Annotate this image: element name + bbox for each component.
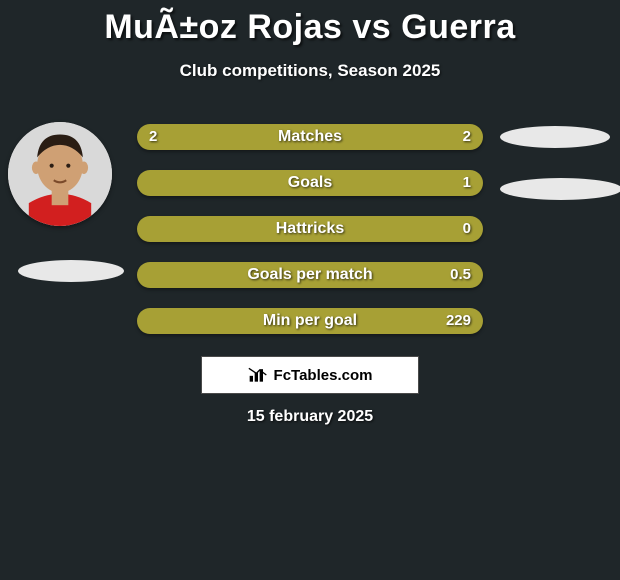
stat-row-matches: 2 Matches 2: [137, 124, 483, 150]
stat-label: Min per goal: [137, 308, 483, 334]
stat-label: Goals: [137, 170, 483, 196]
stat-row-goals-per-match: Goals per match 0.5: [137, 262, 483, 288]
stat-right-value: 1: [463, 170, 471, 196]
stat-label: Goals per match: [137, 262, 483, 288]
bar-chart-icon: [248, 366, 268, 384]
stat-label: Hattricks: [137, 216, 483, 242]
stat-right-value: 229: [446, 308, 471, 334]
avatar-illustration: [8, 122, 112, 226]
player-left-shadow: [18, 260, 124, 282]
player-right-pill-2: [500, 178, 620, 200]
stat-row-hattricks: Hattricks 0: [137, 216, 483, 242]
stat-label: Matches: [137, 124, 483, 150]
player-left-avatar: [8, 122, 112, 226]
player-right-pill-1: [500, 126, 610, 148]
footer-date: 15 february 2025: [0, 408, 620, 426]
stat-row-min-per-goal: Min per goal 229: [137, 308, 483, 334]
brand-badge[interactable]: FcTables.com: [201, 356, 419, 394]
stat-right-value: 0: [463, 216, 471, 242]
stat-row-goals: Goals 1: [137, 170, 483, 196]
stat-right-value: 2: [463, 124, 471, 150]
stat-right-value: 0.5: [450, 262, 471, 288]
stats-container: 2 Matches 2 Goals 1 Hattricks 0 Goals pe…: [137, 124, 483, 354]
page-subtitle: Club competitions, Season 2025: [0, 61, 620, 81]
brand-text: FcTables.com: [274, 367, 373, 384]
page-title: MuÃ±oz Rojas vs Guerra: [0, 0, 620, 47]
